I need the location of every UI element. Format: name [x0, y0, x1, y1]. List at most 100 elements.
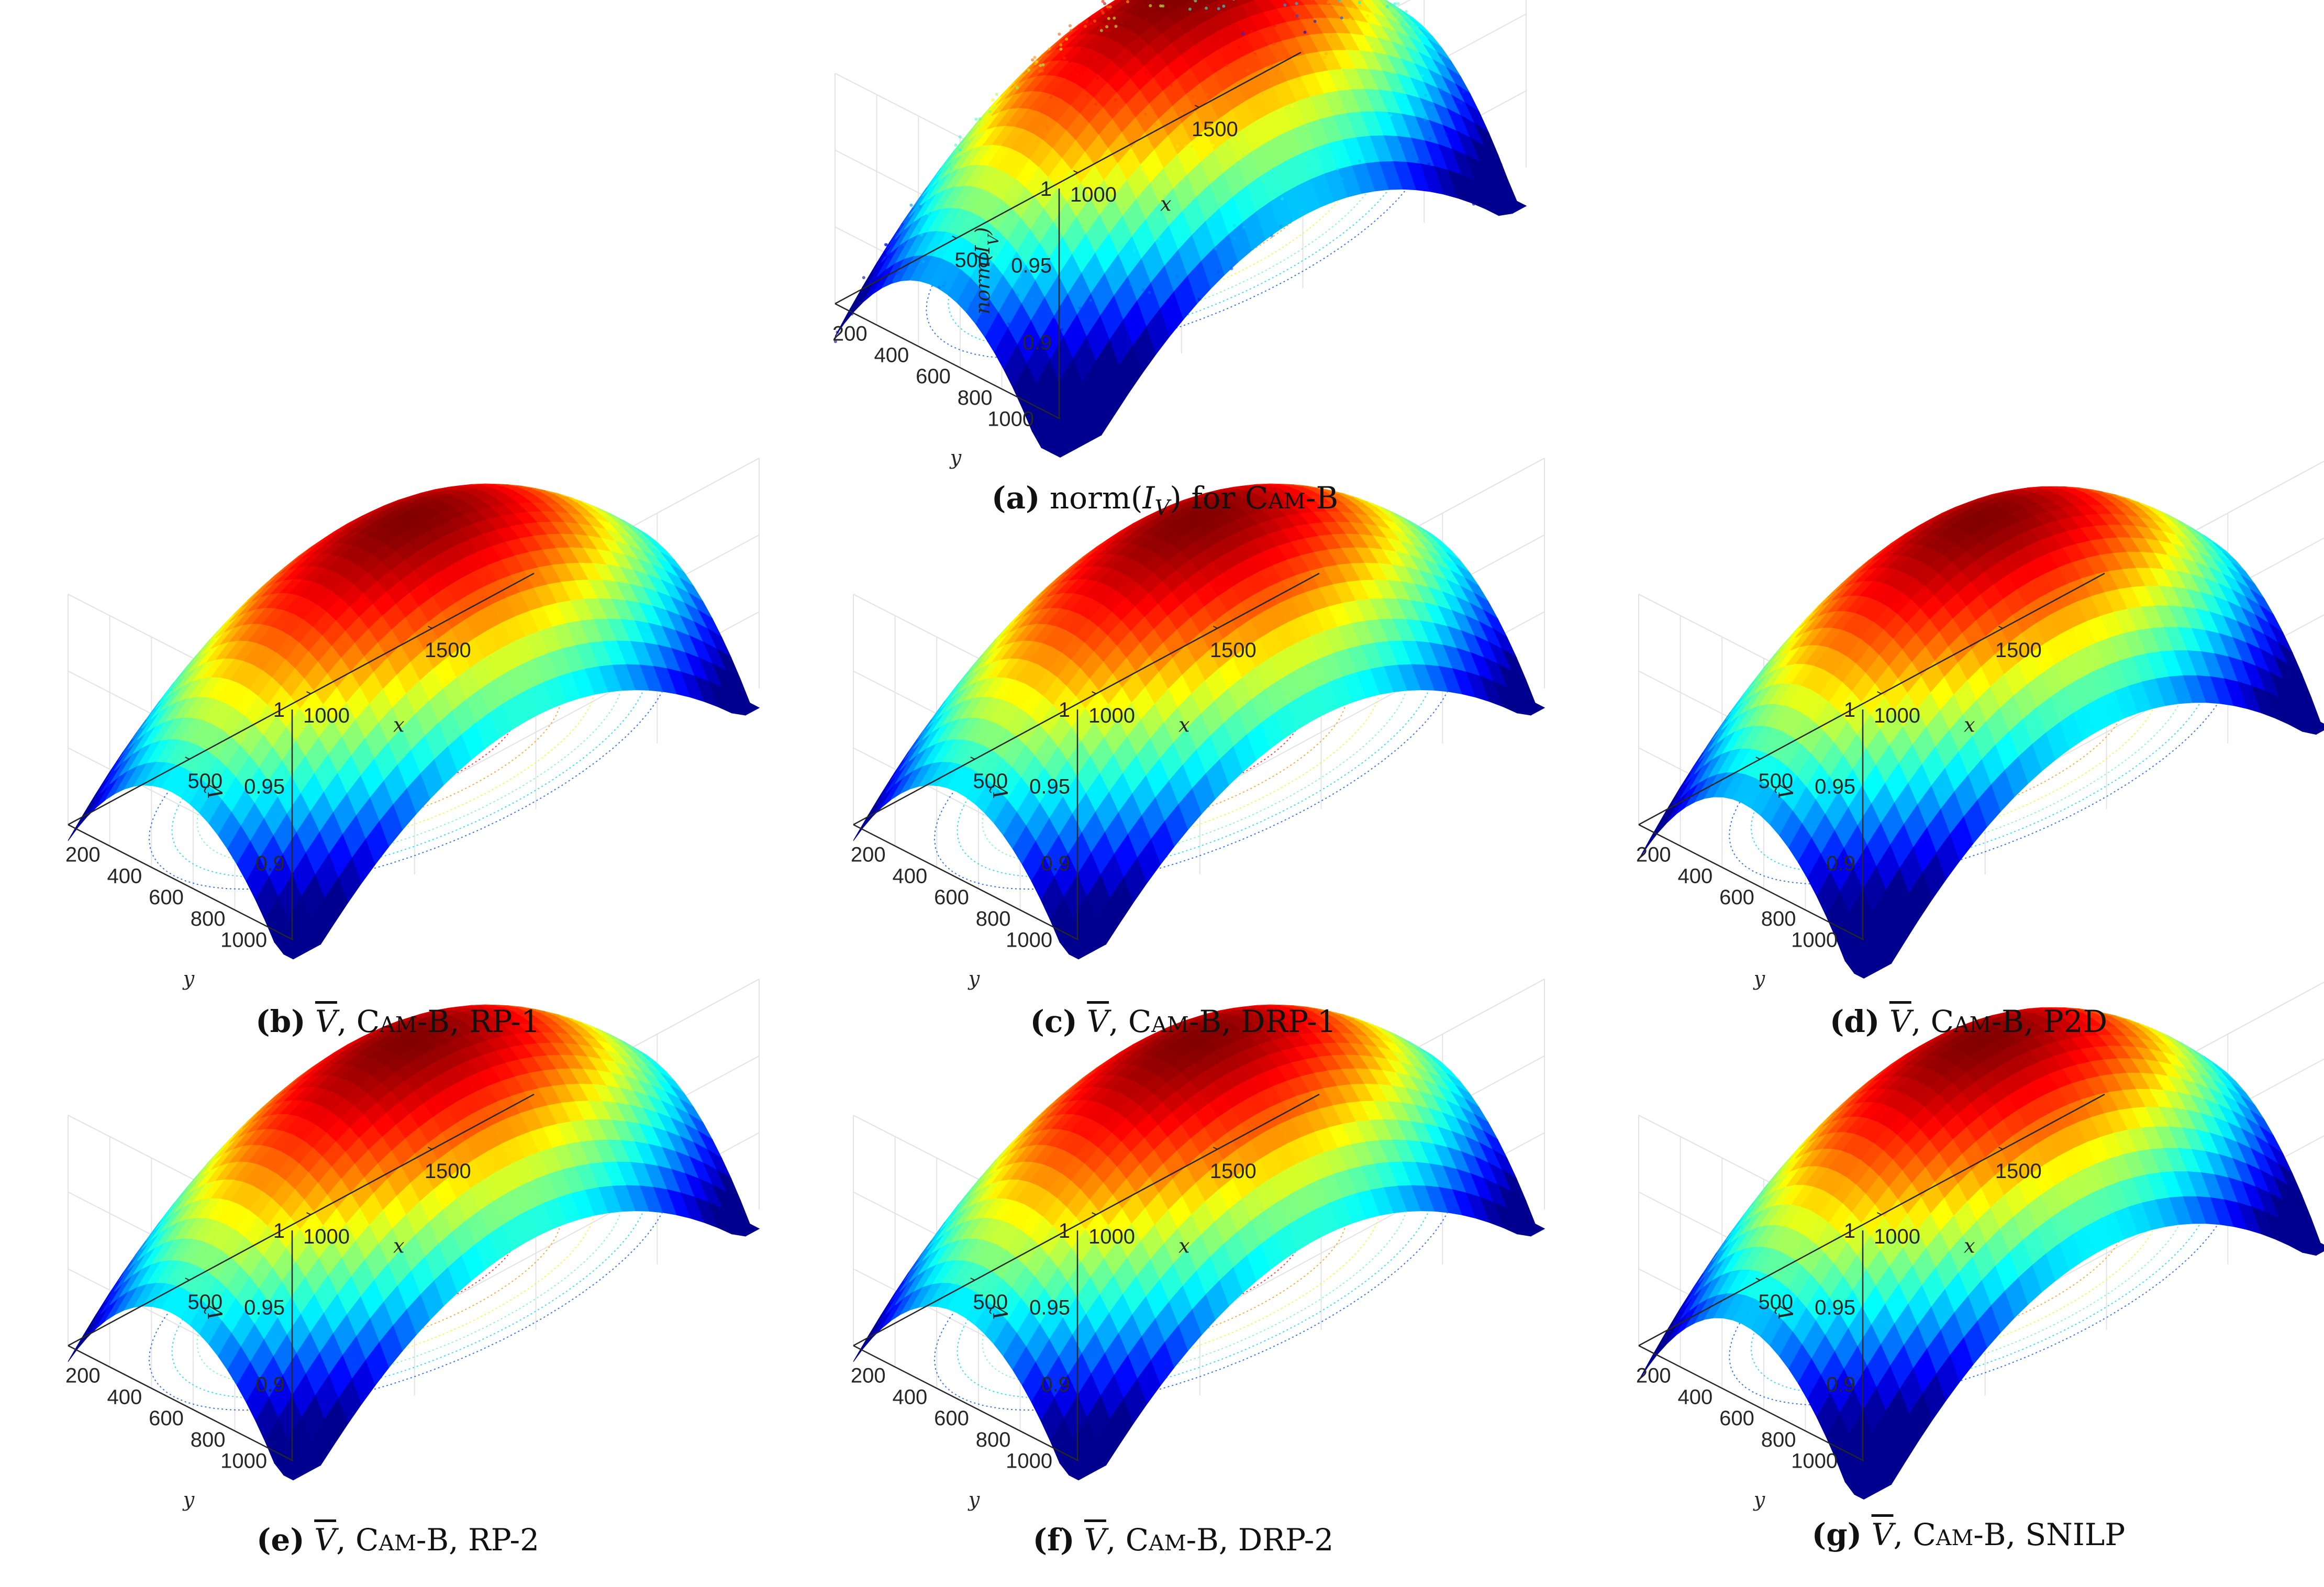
y-axis-label: y: [182, 1488, 195, 1511]
noise-point: [1400, 38, 1404, 41]
noise-point: [965, 219, 969, 223]
noise-point: [1172, 168, 1175, 171]
noise-point: [1031, 106, 1035, 109]
z-tick-label: 0.95: [1815, 775, 1855, 798]
noise-point: [1176, 145, 1179, 148]
noise-point: [1340, 16, 1343, 20]
x-tick: [1755, 757, 1761, 760]
noise-point: [1059, 43, 1063, 47]
surface-cell: [735, 694, 760, 716]
noise-point: [1281, 197, 1284, 201]
y-tick-label: 800: [958, 386, 993, 409]
noise-point: [1206, 92, 1209, 96]
noise-point: [1270, 234, 1274, 238]
noise-point: [1274, 192, 1277, 195]
noise-point: [1246, 69, 1249, 73]
noise-point: [1139, 43, 1142, 47]
noise-point: [1103, 20, 1107, 24]
x-tick: [1194, 105, 1199, 108]
noise-point: [986, 175, 990, 179]
x-axis-line: [1638, 572, 2105, 826]
noise-point: [1033, 74, 1037, 77]
noise-point: [1078, 40, 1082, 43]
noise-point: [1011, 90, 1015, 93]
noise-point: [1398, 8, 1402, 12]
noise-point: [1089, 298, 1093, 302]
y-axis-label: y: [968, 967, 980, 990]
noise-point: [1030, 265, 1033, 269]
noise-point: [1223, 95, 1227, 98]
noise-point: [1238, 180, 1242, 183]
noise-point: [1401, 21, 1404, 25]
x-tick: [427, 626, 432, 629]
z-tick-label: 1: [1040, 177, 1052, 201]
x-tick-label: 1000: [1070, 183, 1117, 206]
x-tick-label: 500: [187, 1291, 223, 1314]
noise-point: [969, 302, 973, 305]
z-tick-label: 1: [273, 698, 285, 722]
noise-point: [959, 148, 962, 152]
noise-point: [1058, 32, 1061, 36]
noise-point: [1120, 245, 1123, 249]
noise-point: [878, 281, 882, 284]
noise-point: [833, 340, 837, 343]
noise-point: [887, 255, 891, 259]
noise-point: [850, 307, 853, 311]
noise-point: [1423, 118, 1427, 122]
noise-point: [1105, 25, 1109, 29]
noise-point: [1129, 207, 1132, 211]
noise-point: [1088, 17, 1092, 21]
noise-point: [1222, 4, 1226, 8]
z-axis-label: Ṽ: [989, 783, 1013, 799]
noise-point: [1094, 103, 1098, 106]
noise-point: [1023, 407, 1027, 410]
y-tick-label: 400: [893, 864, 928, 887]
x-tick: [1877, 691, 1882, 694]
noise-point: [954, 143, 958, 147]
noise-point: [1031, 58, 1035, 62]
noise-point: [889, 280, 893, 284]
noise-point: [1502, 194, 1505, 197]
y-tick-label: 800: [191, 1428, 226, 1451]
noise-point: [1211, 143, 1215, 147]
noise-point: [1253, 52, 1257, 56]
noise-point: [1060, 328, 1064, 331]
noise-point: [1016, 293, 1019, 297]
noise-point: [918, 205, 921, 208]
noise-point: [1273, 24, 1276, 28]
noise-point: [1025, 110, 1029, 114]
noise-point: [1057, 436, 1061, 439]
noise-point: [1322, 56, 1326, 59]
noise-point: [1039, 227, 1042, 230]
noise-point: [1472, 202, 1475, 206]
x-tick-label: 500: [954, 249, 989, 272]
z-axis-label: Ṽ: [204, 783, 227, 799]
noise-point: [985, 115, 989, 118]
noise-point: [1241, 32, 1245, 36]
noise-point: [1103, 2, 1106, 5]
noise-point: [1130, 20, 1134, 24]
noise-point: [998, 143, 1002, 147]
noise-point: [1129, 283, 1132, 286]
noise-point: [1403, 120, 1406, 124]
noise-point: [1094, 421, 1097, 425]
noise-point: [1050, 125, 1053, 128]
surface-cell: [77, 1314, 101, 1349]
panel-c: 500 1000 1500 200 400 600 800 1000 0.9 0.95 1 x y Ṽ: [801, 458, 1565, 1018]
surface-mesh: [68, 483, 760, 960]
noise-point: [949, 167, 953, 171]
noise-point: [1083, 53, 1086, 57]
surface-noise: [833, 0, 1511, 447]
x-axis-label: x: [1160, 192, 1171, 215]
y-tick-label: 200: [1636, 844, 1671, 867]
noise-point: [1507, 203, 1511, 206]
noise-point: [1351, 5, 1355, 8]
noise-point: [1444, 132, 1448, 136]
noise-point: [942, 238, 946, 242]
noise-point: [1115, 173, 1119, 176]
noise-point: [1114, 98, 1117, 102]
noise-point: [1083, 184, 1086, 188]
noise-point: [1144, 112, 1147, 116]
